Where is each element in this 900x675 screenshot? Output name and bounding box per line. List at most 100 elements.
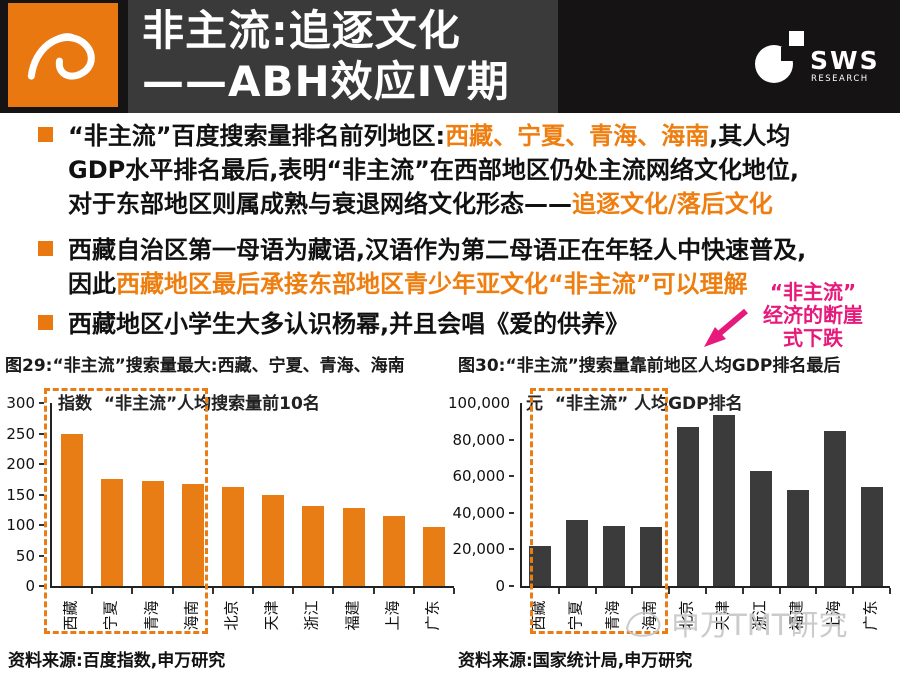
y-tick-label: 0 [0,576,44,596]
title-line-2: ——ABH效应IV期 [142,57,510,106]
x-tick: 天津 [704,591,741,639]
x-tick-label: 上海 [383,599,402,631]
bar-海南 [639,527,662,586]
chart-figure30: 元 “非主流” 人均GDP排名 100,000 80,000 60,000 40,00… [448,385,900,647]
bar-slot [853,403,891,594]
x-tick: 浙江 [741,591,778,639]
bar-slot [333,403,375,594]
text-segment: “非主流”百度搜索量排名前列地区: [68,122,446,150]
bar-西藏 [529,545,552,586]
bar-slot [632,403,670,594]
y-axis: 100,000 80,000 60,000 40,000 20,000 0 [448,393,514,596]
bullet-text-3: 西藏地区小学生大多认识杨幂,并且会唱《爱的供养》 [68,307,888,341]
bar-福建 [342,507,365,586]
bullet-item-1: “非主流”百度搜索量排名前列地区:西藏、宁夏、青海、海南,其人均 GDP水平排名… [0,119,900,221]
x-tick: 天津 [251,591,291,639]
bullet-item-3: 西藏地区小学生大多认识杨幂,并且会唱《爱的供养》 [0,307,900,341]
title-line-1: 非主流:追逐文化 [142,6,461,55]
x-tick-label: 广东 [861,599,880,631]
y-tick-label: 100,000 [448,393,514,413]
y-tick-label: 20,000 [450,539,514,559]
bar-天津 [262,494,285,586]
bar-宁夏 [101,479,124,586]
text-segment: 西藏自治区第一母语为藏语,汉语作为第二母语正在年轻人中快速普及, 因此 [68,236,807,298]
x-tick-label: 天津 [713,599,732,631]
bar-海南 [181,484,204,586]
bar-slot [669,403,707,594]
bar-slot [173,403,215,594]
x-tick: 广东 [851,591,888,639]
y-tick-label: 200 [0,454,44,474]
x-tick-label: 上海 [824,599,843,631]
bar-广东 [422,527,445,586]
bar-广东 [860,487,883,586]
bar-slot [559,403,597,594]
y-tick-label: 250 [0,424,44,444]
source-note-left: 资料来源:百度指数,申万研究 [8,651,226,671]
text-segment: 西藏、宁夏、青海、海南 [445,122,710,150]
bar-青海 [141,481,164,586]
annotation-arrow-icon [704,308,748,347]
text-segment: 追逐文化/落后文化 [572,190,773,218]
bar-北京 [221,487,244,586]
sws-brand-sub-text: RESEARCH [811,74,869,84]
bar-上海 [382,515,405,586]
bullet-text-1: “非主流”百度搜索量排名前列地区:西藏、宁夏、青海、海南,其人均 GDP水平排名… [68,119,888,221]
figure30-caption: 图30:“非主流”搜索量靠前地区人均GDP排名最后 [458,356,841,376]
bar-slot [522,403,560,594]
x-tick-label: 福建 [343,599,362,631]
bar-西藏 [61,433,84,586]
y-axis: 300 250 200 150 100 50 0 [0,393,44,596]
alibaba-cat-icon [27,33,95,80]
x-tick-label: 天津 [262,599,281,631]
bullet-text-2: 西藏自治区第一母语为藏语,汉语作为第二母语正在年轻人中快速普及, 因此西藏地区最… [68,233,888,301]
x-tick: 上海 [372,591,412,639]
bar-slot [374,403,416,594]
x-tick: 北京 [667,591,704,639]
bullet-square-icon [38,127,53,142]
y-tick-label: 300 [0,393,44,413]
bar-上海 [823,431,846,586]
bar-slot [52,403,94,594]
x-tick-label: 浙江 [750,599,769,631]
x-tick: 福建 [331,591,371,639]
bullet-item-2: 西藏自治区第一母语为藏语,汉语作为第二母语正在年轻人中快速普及, 因此西藏地区最… [0,233,900,301]
bar-浙江 [750,470,773,586]
x-tick: 广东 [412,591,452,639]
highlight-box [530,388,668,634]
bar-slot [213,403,255,594]
bar-slot [92,403,134,594]
bar-slot [293,403,335,594]
bar-浙江 [302,506,325,586]
x-tick-label: 北京 [677,599,696,631]
bullet-list: “非主流”百度搜索量排名前列地区:西藏、宁夏、青海、海南,其人均 GDP水平排名… [0,119,900,341]
bar-slot [253,403,295,594]
header-bar: 非主流:追逐文化 ——ABH效应IV期 SWS RESEARCH [0,0,900,113]
plot-area [50,403,456,594]
bar-天津 [713,414,736,586]
x-tick-label: 北京 [222,599,241,631]
sws-research-logo: SWS RESEARCH [752,28,878,86]
source-note-right: 资料来源:国家统计局,申万研究 [458,651,693,671]
text-segment: 西藏地区小学生大多认识杨幂,并且会唱《爱的供养》 [68,310,630,338]
bar-福建 [786,489,809,586]
y-tick-label: 100 [0,515,44,535]
x-tick-label: 福建 [787,599,806,631]
bar-slot [706,403,744,594]
chart-inner-title: 元 “非主流” 人均GDP排名 [526,394,743,414]
bar-宁夏 [566,520,589,586]
bar-slot [414,403,456,594]
bar-青海 [602,525,625,586]
x-tick: 浙江 [291,591,331,639]
bar-slot [780,403,818,594]
bullet-square-icon [38,241,53,256]
y-tick-label: 150 [0,485,44,505]
highlight-box [44,388,208,634]
x-tick-label: 浙江 [302,599,321,631]
y-tick-label: 50 [0,546,44,566]
bar-slot [816,403,854,594]
bar-北京 [676,426,699,586]
bar-slot [596,403,634,594]
figure29-caption: 图29:“非主流”搜索量最大:西藏、宁夏、青海、海南 [5,356,405,376]
